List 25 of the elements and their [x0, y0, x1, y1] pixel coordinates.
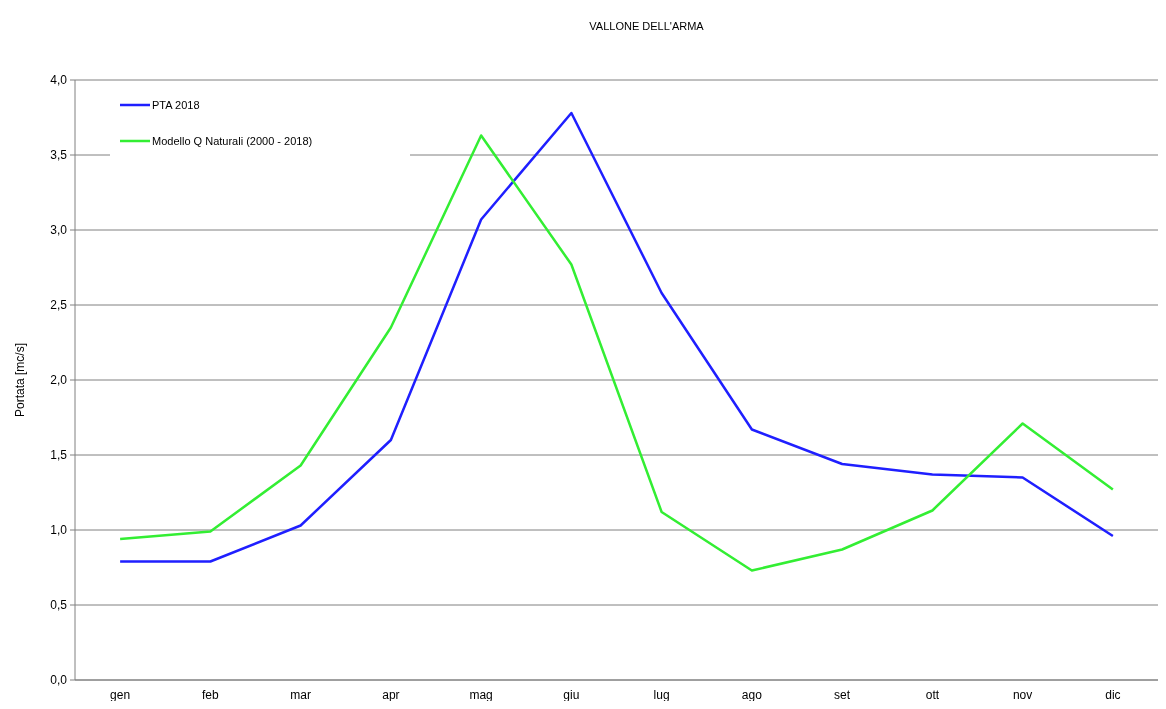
y-tick-label: 2,0	[50, 373, 68, 388]
y-tick-label: 0,5	[50, 598, 68, 613]
y-tick-label: 0,0	[50, 673, 68, 688]
legend-label: PTA 2018	[152, 98, 200, 111]
x-tick-label: mag	[469, 688, 493, 702]
x-tick-label: mar	[290, 688, 311, 702]
x-tick-label: lug	[653, 688, 670, 702]
y-tick-label: 4,0	[50, 73, 68, 88]
x-tick-label: feb	[202, 688, 220, 702]
chart-title: VALLONE DELL'ARMA	[589, 20, 705, 32]
y-tick-label: 2,5	[50, 298, 68, 313]
x-tick-label: nov	[1012, 688, 1033, 702]
x-tick-label: apr	[382, 688, 400, 702]
x-tick-label: ago	[741, 688, 763, 702]
x-tick-label: dic	[1105, 688, 1121, 702]
x-tick-label: ott	[925, 688, 940, 702]
y-axis-title: Portata [mc/s]	[13, 342, 27, 418]
y-tick-label: 3,5	[50, 148, 68, 163]
legend-label: Modello Q Naturali (2000 - 2018)	[152, 134, 313, 147]
x-tick-label: gen	[110, 688, 131, 702]
y-tick-label: 3,0	[50, 223, 68, 238]
x-tick-label: giu	[563, 688, 580, 702]
y-tick-label: 1,5	[50, 448, 68, 463]
y-tick-label: 1,0	[50, 523, 68, 538]
x-tick-label: set	[834, 688, 851, 702]
